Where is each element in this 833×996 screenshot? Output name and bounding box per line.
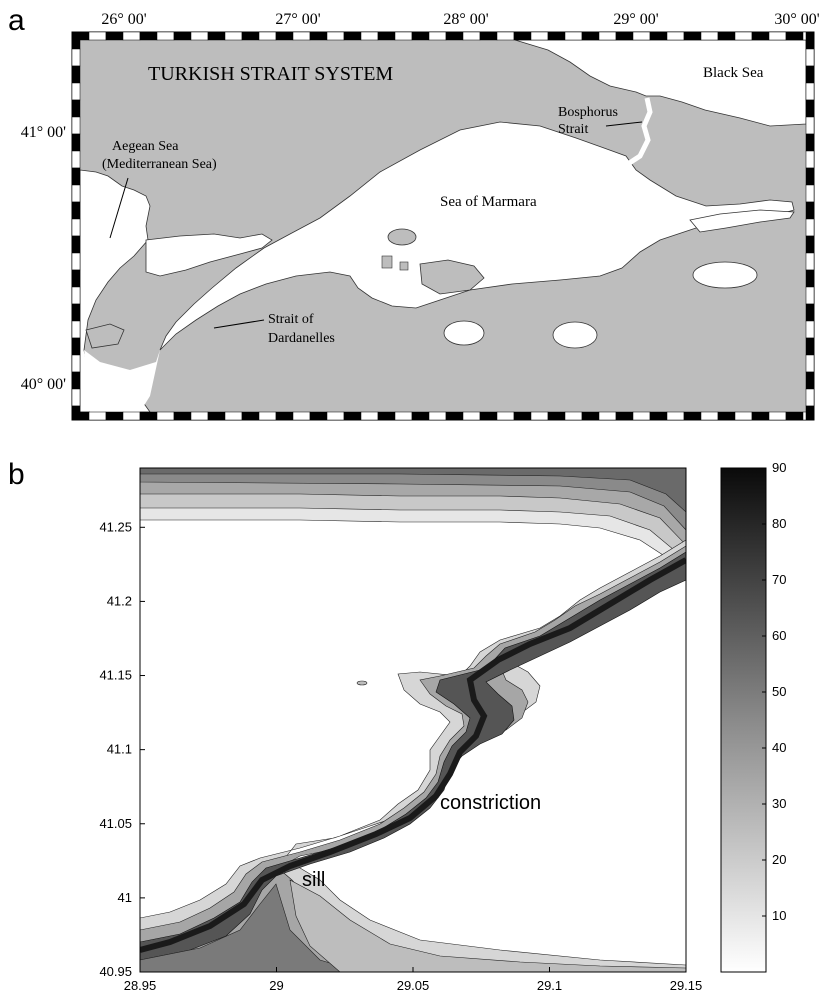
lat-tick: 41° 00' [21,124,66,141]
contour-band [140,468,686,513]
y-tick-label: 41.25 [99,519,132,534]
colorbar-tick-label: 90 [772,460,786,475]
lake-iznik [692,261,758,289]
colorbar-tick-label: 80 [772,516,786,531]
contour-band [140,468,686,531]
islet [356,680,368,686]
lon-tick: 30° 00' [774,11,819,28]
channel-thalweg [140,557,686,953]
frame-tick [805,405,815,421]
sill-label: sill [302,869,325,891]
contour-band [140,883,361,972]
contour-band [289,879,686,972]
dardanelles-label: Dardanelles [268,331,335,346]
y-tick-label: 41 [118,890,132,905]
x-tick-label: 28.95 [124,978,157,993]
gulf-of-izmit [689,209,795,233]
bosphorus-label: Bosphorus [558,105,618,120]
colorbar-tick-label: 70 [772,572,786,587]
marmara-label: Sea of Marmara [440,194,537,210]
lake-uluabat [552,321,598,349]
bosphorus-label: Strait [558,122,588,137]
y-tick-label: 41.2 [107,593,132,608]
panel-letter-b: b [8,458,25,491]
lon-tick: 27° 00' [275,11,320,28]
kapidag-peninsula [419,259,485,295]
colorbar-tick-label: 40 [772,740,786,755]
colorbar-tick-label: 30 [772,796,786,811]
colorbar-tick-label: 50 [772,684,786,699]
lon-tick: 26° 00' [101,11,146,28]
marmara-island [387,228,417,246]
aegean-south [84,350,160,412]
frame-tick [71,405,81,421]
longitude-ticks: 26° 00' 27° 00' 28° 00' 29° 00' 30° 00' [101,11,819,28]
lon-tick: 29° 00' [613,11,658,28]
map-frame [71,31,815,421]
bosphorus-leader [605,121,643,127]
colorbar-ticks: 10 20 30 40 50 60 70 80 90 [762,460,786,923]
turkish-strait-map: 26° 00' 27° 00' 28° 00' 29° 00' 30° 00' … [21,11,820,421]
islet [381,255,393,269]
lat-tick: 40° 00' [21,376,66,393]
dardanelles-label: Strait of [268,312,314,327]
lake-manyas [443,320,485,346]
colorbar-tick-label: 60 [772,628,786,643]
gokceada-island [85,323,125,349]
x-tick-label: 29 [269,978,283,993]
gulf-of-saros [145,233,273,277]
map-title: TURKISH STRAIT SYSTEM [148,63,393,85]
dardanelles-leader [213,319,265,329]
x-axis: 28.95 29 29.05 29.1 29.15 [124,967,703,993]
islet [399,261,409,271]
y-tick-label: 41.05 [99,816,132,831]
contour-band [140,468,686,546]
constriction-label: constriction [440,792,541,814]
colorbar [720,467,767,973]
aegean-label: (Mediterranean Sea) [102,157,217,172]
aegean-label: Aegean Sea [112,139,179,154]
bosphorus-channel [626,97,653,167]
x-tick-label: 29.1 [537,978,562,993]
colorbar-tick-label: 10 [772,908,786,923]
colorbar-tick-label: 20 [772,852,786,867]
aegean-leader [109,177,129,239]
black-sea [514,40,806,127]
y-tick-label: 41.15 [99,668,132,683]
y-tick-label: 41.1 [107,742,132,757]
lon-tick: 28° 00' [443,11,488,28]
bathymetry-contours [140,468,686,972]
sea-of-marmara [159,121,795,351]
black-sea-label: Black Sea [703,65,764,81]
y-axis: 40.95 41 41.05 41.1 41.15 41.2 41.25 [99,519,145,979]
x-tick-label: 29.15 [670,978,703,993]
y-tick-label: 40.95 [99,964,132,979]
panel-letter-a: a [8,4,25,37]
x-tick-label: 29.05 [397,978,430,993]
latitude-ticks: 41° 00' 40° 00' [21,124,66,393]
